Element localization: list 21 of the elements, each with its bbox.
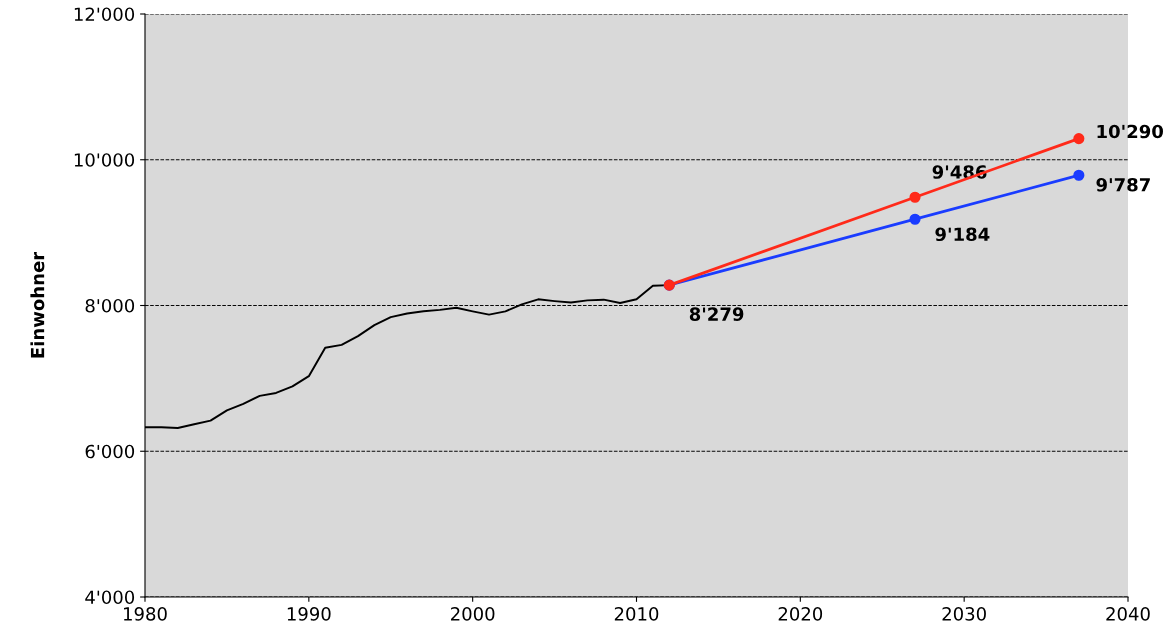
y-tick-label: 4'000 [85,590,135,605]
point [1073,133,1085,145]
y-tick-label: 8'000 [85,298,135,313]
y-tick-label: 12'000 [74,7,135,22]
y-tick-label: 10'000 [74,153,135,167]
x-tick-label: 1980 [124,607,167,621]
data-label: 9'184 [935,227,990,242]
point [909,213,921,225]
x-tick-label: 1990 [287,607,331,621]
x-tick-label: 2000 [451,607,495,621]
y-axis-title: Einwohner [30,251,45,358]
data-label: 10'290 [1097,124,1163,139]
x-tick-label: 2010 [614,607,659,621]
x-tick-label: 2030 [942,607,986,621]
point [1073,169,1085,181]
data-label: 8'279 [689,307,744,321]
data-label: 9'787 [1096,177,1150,192]
x-tick-label: 2040 [1106,607,1150,621]
x-tick-label: 2020 [778,607,823,621]
point [909,191,921,203]
y-tick-label: 6'000 [85,444,135,459]
